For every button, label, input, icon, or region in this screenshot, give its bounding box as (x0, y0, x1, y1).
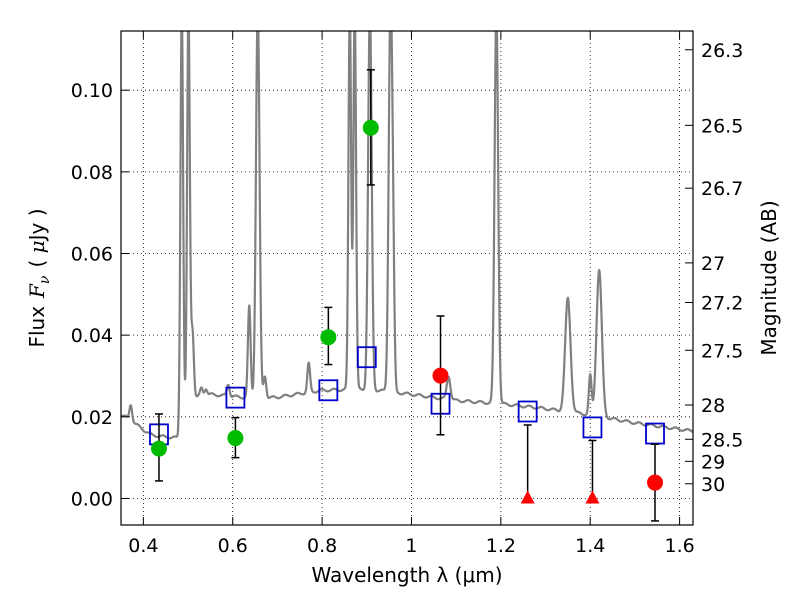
model-flux-square (517, 400, 538, 423)
plot-frame (120, 30, 694, 526)
x-tick-label: 1 (405, 535, 417, 557)
right-tick-label: 28 (701, 395, 725, 417)
right-tick-label: 30 (701, 474, 725, 496)
grid (121, 31, 693, 525)
red-upper-limit-triangle (520, 490, 535, 504)
y-tick-label: 0.06 (71, 244, 113, 266)
x-axis-label: Wavelength λ (μm) (311, 563, 502, 587)
right-tick-label: 29 (701, 451, 725, 473)
y-label-unit-mu: μ (25, 240, 49, 253)
sed-model-line (121, 31, 693, 440)
right-tick-label: 28.5 (701, 429, 743, 451)
right-tick-label: 27.2 (701, 292, 743, 314)
y-tick-label: 0.00 (71, 488, 113, 510)
red-data-point (647, 474, 664, 491)
right-tick-label: 26.5 (701, 115, 743, 137)
x-tick-label: 1.4 (575, 535, 605, 557)
green-data-point (150, 440, 167, 457)
red-upper-limit-triangle (585, 490, 600, 504)
right-axis-label: Magnitude (AB) (757, 200, 781, 355)
x-tick-label: 0.8 (307, 535, 337, 557)
y-label-subscript: ν (37, 275, 53, 284)
x-tick-label: 0.6 (218, 535, 248, 557)
model-flux-square (356, 346, 377, 369)
x-tick-label: 1.6 (664, 535, 694, 557)
x-tick-label: 1.2 (486, 535, 516, 557)
right-tick-label: 27 (701, 253, 725, 275)
green-data-point (227, 430, 244, 447)
y-tick-label: 0.08 (71, 162, 113, 184)
y-tick-label: 0.10 (71, 80, 113, 102)
right-tick-label: 27.5 (701, 340, 743, 362)
x-tick-label: 0.4 (128, 535, 158, 557)
marks-layer (149, 69, 665, 522)
y-axis-label: Flux Fν ( μJy ) (25, 208, 53, 347)
model-flux-square (225, 386, 246, 409)
model-flux-square (582, 416, 603, 439)
green-data-point (320, 329, 337, 346)
y-label-unit-open: ( (25, 253, 49, 267)
sed-layer (121, 31, 693, 440)
right-tick-label: 26.3 (701, 40, 743, 62)
y-label-prefix: Flux (25, 306, 49, 348)
x-axis: 0.4 0.6 0.8 1 1.2 1.4 1.6 (128, 31, 695, 557)
y-label-symbol: F (25, 283, 49, 299)
model-flux-square (318, 379, 339, 402)
y-tick-label: 0.04 (71, 325, 113, 347)
right-tick-label: 26.7 (701, 178, 743, 200)
y-tick-label: 0.02 (71, 407, 113, 429)
y-axis: 0.00 0.02 0.04 0.06 0.08 0.10 (71, 80, 129, 510)
y-label-unit-rest: Jy ) (25, 208, 49, 242)
red-data-point (432, 367, 449, 384)
green-data-point (362, 119, 379, 136)
